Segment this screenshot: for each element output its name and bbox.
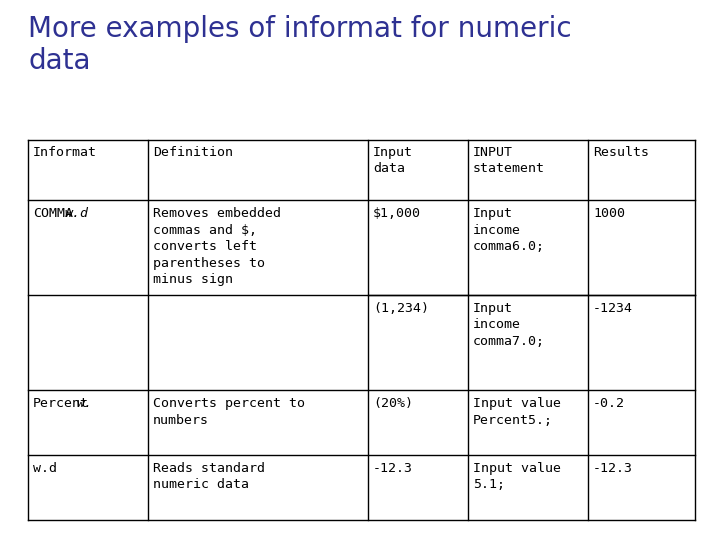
Text: Informat: Informat	[33, 146, 97, 159]
Text: w.d: w.d	[33, 462, 57, 475]
Text: Input value
5.1;: Input value 5.1;	[473, 462, 561, 491]
Text: w.d: w.d	[64, 207, 88, 220]
Text: w.: w.	[76, 397, 92, 410]
Text: -12.3: -12.3	[373, 462, 413, 475]
Text: Reads standard
numeric data: Reads standard numeric data	[153, 462, 265, 491]
Text: Definition: Definition	[153, 146, 233, 159]
Text: Input
income
comma6.0;: Input income comma6.0;	[473, 207, 545, 253]
Text: -0.2: -0.2	[593, 397, 625, 410]
Text: COMMA: COMMA	[33, 207, 73, 220]
Text: $1,000: $1,000	[373, 207, 421, 220]
Text: (20%): (20%)	[373, 397, 413, 410]
Text: More examples of informat for numeric
data: More examples of informat for numeric da…	[28, 15, 572, 76]
Text: -1234: -1234	[593, 302, 633, 315]
Text: Percent: Percent	[33, 397, 89, 410]
Text: Input
income
comma7.0;: Input income comma7.0;	[473, 302, 545, 348]
Text: 1000: 1000	[593, 207, 625, 220]
Text: (1,234): (1,234)	[373, 302, 429, 315]
Text: Converts percent to
numbers: Converts percent to numbers	[153, 397, 305, 427]
Text: INPUT
statement: INPUT statement	[473, 146, 545, 176]
Text: Removes embedded
commas and $,
converts left
parentheses to
minus sign: Removes embedded commas and $, converts …	[153, 207, 281, 286]
Text: Input
data: Input data	[373, 146, 413, 176]
Text: -12.3: -12.3	[593, 462, 633, 475]
Text: Input value
Percent5.;: Input value Percent5.;	[473, 397, 561, 427]
Text: Results: Results	[593, 146, 649, 159]
